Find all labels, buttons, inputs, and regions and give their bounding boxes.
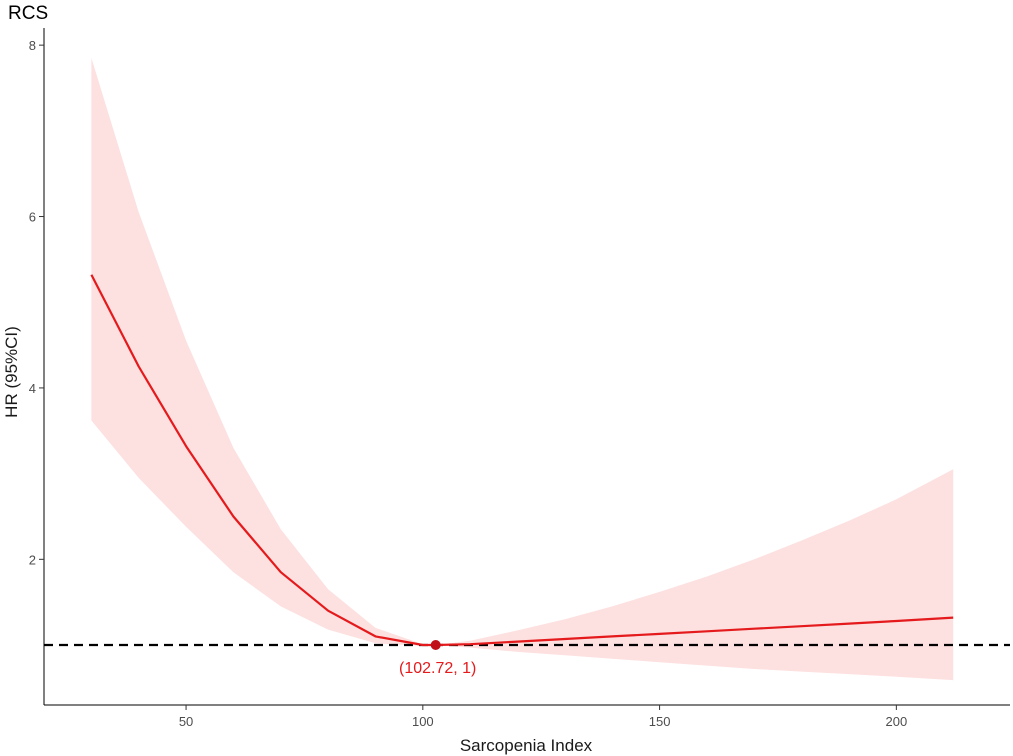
y-tick-label: 4 xyxy=(29,381,36,396)
x-tick-label: 150 xyxy=(649,714,671,729)
inflection-point-label: (102.72, 1) xyxy=(399,660,476,677)
y-tick-label: 2 xyxy=(29,552,36,567)
x-tick-label: 100 xyxy=(412,714,434,729)
chart-title: RCS xyxy=(8,3,48,24)
hr-curve xyxy=(90,274,954,647)
x-axis-label: Sarcopenia Index xyxy=(460,736,593,755)
confidence-ribbon xyxy=(91,58,954,681)
plot-area: (102.72, 1) 50 100 150 200 2 4 6 8 xyxy=(29,28,1010,729)
y-axis-label: HR (95%CI) xyxy=(2,326,21,418)
x-tick-label: 200 xyxy=(886,714,908,729)
y-tick-label: 6 xyxy=(29,210,36,225)
inflection-point xyxy=(430,640,441,651)
x-tick-label: 50 xyxy=(179,714,193,729)
y-tick-label: 8 xyxy=(29,38,36,53)
